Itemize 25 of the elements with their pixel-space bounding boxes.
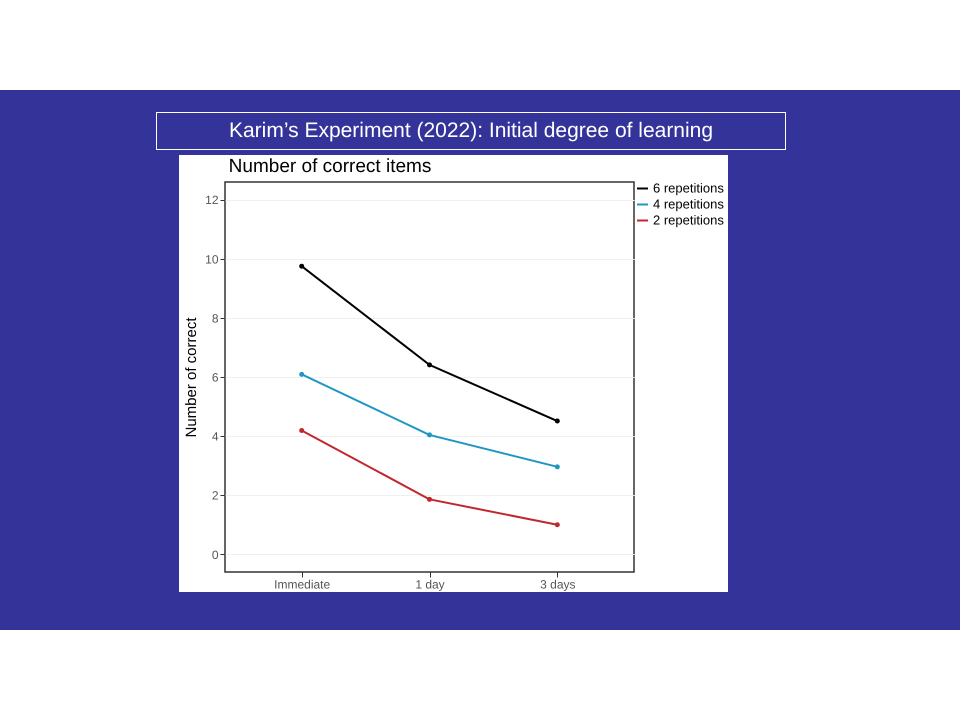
point bbox=[554, 418, 560, 424]
point bbox=[299, 428, 304, 433]
x-tick-label: 3 days bbox=[540, 578, 576, 592]
y-tick-label: 4 bbox=[212, 430, 219, 444]
point bbox=[427, 496, 432, 502]
legend-label: 6 repetitions bbox=[653, 180, 724, 196]
y-tick-label: 8 bbox=[212, 311, 219, 326]
x-tick-label: Immediate bbox=[274, 578, 331, 592]
y-tick-label: 10 bbox=[205, 252, 219, 266]
chart-title: Karim’s Experiment (2022): Initial degree of learning bbox=[156, 112, 786, 150]
legend-label: 2 repetitions bbox=[653, 212, 724, 228]
y-tick-label: 12 bbox=[205, 193, 219, 208]
point bbox=[427, 362, 432, 368]
x-tick-label: 1 day bbox=[415, 578, 445, 592]
legend-label: 4 repetitions bbox=[653, 196, 724, 212]
point bbox=[299, 372, 304, 377]
y-tick-label: 0 bbox=[212, 548, 219, 562]
point bbox=[554, 464, 560, 470]
point bbox=[427, 432, 432, 438]
y-axis-title: Number of correct bbox=[183, 316, 200, 438]
chart-subtitle: Number of correct items bbox=[228, 156, 432, 177]
y-tick-label: 2 bbox=[212, 488, 219, 503]
point bbox=[554, 522, 560, 528]
y-tick-label: 6 bbox=[212, 370, 219, 384]
point bbox=[299, 264, 304, 269]
